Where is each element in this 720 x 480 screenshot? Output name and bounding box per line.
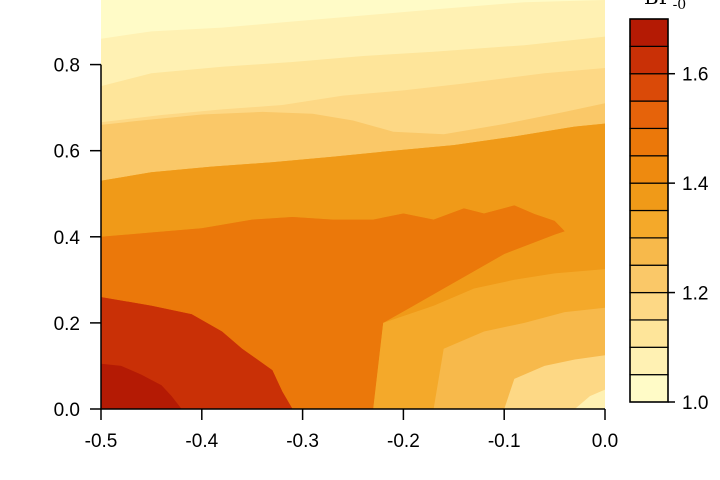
x-tick-label: -0.1 bbox=[488, 431, 521, 452]
legend-swatch bbox=[629, 73, 669, 102]
x-tick-label: -0.3 bbox=[286, 431, 319, 452]
y-tick-label: 0.0 bbox=[54, 400, 80, 421]
legend-swatch bbox=[629, 346, 669, 376]
contour-band-13 bbox=[101, 363, 182, 409]
legend-swatch bbox=[629, 264, 669, 294]
legend-swatch bbox=[629, 319, 669, 348]
legend-swatch bbox=[629, 155, 669, 184]
x-axis: -0.5 -0.4 -0.3 -0.2 -0.1 0.0 bbox=[85, 408, 618, 452]
legend-swatch bbox=[629, 209, 669, 239]
legend-swatch bbox=[629, 100, 669, 130]
y-tick-label: 0.4 bbox=[54, 228, 81, 249]
legend-swatch bbox=[629, 45, 669, 75]
legend-tick-label: 1.4 bbox=[682, 174, 709, 195]
legend-swatch bbox=[629, 18, 669, 47]
contour-low-region-3 bbox=[574, 389, 605, 409]
y-tick-label: 0.2 bbox=[54, 314, 80, 335]
legend-swatch bbox=[629, 182, 669, 212]
plot-area bbox=[101, 0, 605, 409]
legend-swatch bbox=[629, 374, 669, 403]
y-tick-label: 0.8 bbox=[54, 56, 80, 77]
legend-title-subscript: -0 bbox=[673, 0, 687, 13]
legend-frame bbox=[629, 18, 669, 403]
legend-title: BF-0 bbox=[644, 0, 686, 13]
legend-tick-label: 1.0 bbox=[682, 393, 708, 414]
y-axis: 0.0 0.2 0.4 0.6 0.8 bbox=[54, 56, 102, 421]
x-tick-label: 0.0 bbox=[592, 431, 618, 452]
x-tick-label: -0.5 bbox=[85, 431, 118, 452]
x-tick-label: -0.4 bbox=[185, 431, 218, 452]
x-tick-label: -0.2 bbox=[387, 431, 420, 452]
legend-swatch bbox=[629, 237, 669, 266]
legend-swatch bbox=[629, 291, 669, 321]
contour-low-region-2 bbox=[504, 355, 605, 409]
color-legend: 1.0 1.2 1.4 1.6 bbox=[629, 18, 709, 414]
y-tick-label: 0.6 bbox=[54, 142, 80, 163]
legend-tick-label: 1.6 bbox=[682, 65, 708, 86]
legend-swatch bbox=[629, 127, 669, 157]
legend-tick-label: 1.2 bbox=[682, 284, 708, 305]
